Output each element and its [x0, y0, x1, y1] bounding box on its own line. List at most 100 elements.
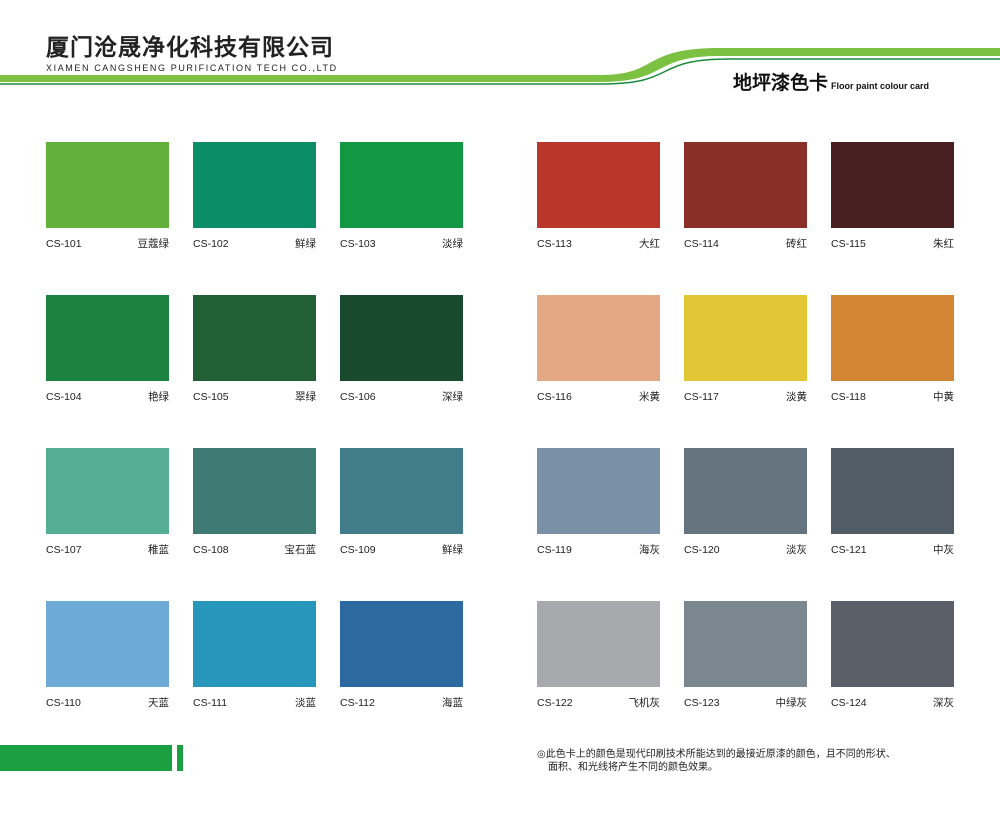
swatch-code: CS-103 — [340, 238, 376, 250]
swatch-name: 中绿灰 — [775, 697, 808, 709]
header-wave-decoration — [0, 48, 1000, 85]
company-name-en: XIAMEN CANGSHENG PURIFICATION TECH CO.,L… — [46, 63, 338, 73]
swatch: CS-114 砖红 — [684, 142, 807, 251]
swatch-label: CS-115 朱红 — [831, 238, 954, 251]
swatch-label: CS-101 豆蔻绿 — [46, 238, 169, 251]
swatch: CS-107 稚蓝 — [46, 448, 169, 557]
swatch-name: 中灰 — [933, 544, 954, 556]
swatch-color — [340, 142, 463, 228]
swatch-color — [46, 601, 169, 687]
swatch: CS-108 宝石蓝 — [193, 448, 316, 557]
swatch-code: CS-113 — [537, 238, 572, 250]
swatch-label: CS-112 海蓝 — [340, 697, 463, 710]
swatch-name: 豆蔻绿 — [137, 238, 170, 250]
swatch-label: CS-116 米黄 — [537, 391, 660, 404]
swatch-code: CS-110 — [46, 697, 81, 709]
swatch: CS-110 天蓝 — [46, 601, 169, 710]
swatch-label: CS-121 中灰 — [831, 544, 954, 557]
swatch-code: CS-116 — [537, 391, 572, 403]
swatch-code: CS-114 — [684, 238, 719, 250]
swatch: CS-113 大红 — [537, 142, 660, 251]
swatch: CS-119 海灰 — [537, 448, 660, 557]
swatch-name: 翠绿 — [295, 391, 316, 403]
swatch-name: 艳绿 — [148, 391, 169, 403]
company-header: 厦门沧晟净化科技有限公司 XIAMEN CANGSHENG PURIFICATI… — [46, 34, 338, 74]
footer-note: ◎此色卡上的颜色是现代印刷技术所能达到的最接近原漆的颜色，且不同的形状、 面积、… — [537, 748, 987, 774]
swatch-color — [831, 601, 954, 687]
swatch-name: 米黄 — [639, 391, 660, 403]
swatch-code: CS-122 — [537, 697, 573, 709]
swatch-code: CS-111 — [193, 697, 228, 709]
swatch: CS-123 中绿灰 — [684, 601, 807, 710]
swatch-code: CS-115 — [831, 238, 866, 250]
swatch-color — [193, 448, 316, 534]
swatch-code: CS-106 — [340, 391, 376, 403]
swatch-color — [537, 295, 660, 381]
swatch-name: 鲜绿 — [442, 544, 463, 556]
swatch: CS-109 鲜绿 — [340, 448, 463, 557]
swatch-code: CS-109 — [340, 544, 376, 556]
swatch-code: CS-119 — [537, 544, 572, 556]
swatch-color — [46, 142, 169, 228]
swatch: CS-104 艳绿 — [46, 295, 169, 404]
footer-note-line1: ◎此色卡上的颜色是现代印刷技术所能达到的最接近原漆的颜色，且不同的形状、 — [537, 749, 896, 760]
swatch-label: CS-119 海灰 — [537, 544, 660, 557]
swatch-code: CS-112 — [340, 697, 375, 709]
swatch-label: CS-118 中黄 — [831, 391, 954, 404]
swatch-name: 朱红 — [933, 238, 954, 250]
swatch: CS-124 深灰 — [831, 601, 954, 710]
swatch-code: CS-121 — [831, 544, 867, 556]
swatch-color — [340, 295, 463, 381]
swatch: CS-111 淡蓝 — [193, 601, 316, 710]
footer-note-line2: 面积、和光线将产生不同的颜色效果。 — [548, 762, 718, 773]
swatch-name: 飞机灰 — [628, 697, 661, 709]
swatch-name: 稚蓝 — [148, 544, 169, 556]
card-title-cn: 地坪漆色卡 — [733, 73, 829, 94]
swatch-name: 宝石蓝 — [284, 544, 317, 556]
swatch-color — [684, 448, 807, 534]
swatch-name: 淡灰 — [786, 544, 807, 556]
swatch: CS-115 朱红 — [831, 142, 954, 251]
swatch-label: CS-103 淡绿 — [340, 238, 463, 251]
swatch-code: CS-108 — [193, 544, 229, 556]
swatch-name: 深绿 — [442, 391, 463, 403]
swatch-name: 淡绿 — [442, 238, 463, 250]
swatch-code: CS-104 — [46, 391, 82, 403]
footer-green-bar — [0, 745, 172, 771]
swatch-name: 大红 — [639, 238, 660, 250]
swatch: CS-116 米黄 — [537, 295, 660, 404]
swatch: CS-105 翠绿 — [193, 295, 316, 404]
swatch-label: CS-109 鲜绿 — [340, 544, 463, 557]
swatch-color — [193, 295, 316, 381]
swatch: CS-106 深绿 — [340, 295, 463, 404]
swatch-color — [537, 142, 660, 228]
swatch-code: CS-117 — [684, 391, 719, 403]
swatch-color — [831, 448, 954, 534]
swatch-label: CS-108 宝石蓝 — [193, 544, 316, 557]
swatch-color — [831, 142, 954, 228]
swatch: CS-117 淡黄 — [684, 295, 807, 404]
swatch-color — [684, 601, 807, 687]
swatch-color — [340, 448, 463, 534]
footer-green-bar-small — [177, 745, 183, 771]
swatch-color — [537, 601, 660, 687]
swatch-name: 深灰 — [933, 697, 954, 709]
swatch: CS-102 鲜绿 — [193, 142, 316, 251]
swatch-code: CS-118 — [831, 391, 866, 403]
card-title: 地坪漆色卡 Floor paint colour card — [733, 72, 929, 95]
swatch-label: CS-110 天蓝 — [46, 697, 169, 710]
swatch-code: CS-123 — [684, 697, 720, 709]
swatch-name: 鲜绿 — [295, 238, 316, 250]
swatch: CS-122 飞机灰 — [537, 601, 660, 710]
swatch-label: CS-105 翠绿 — [193, 391, 316, 404]
swatch-label: CS-102 鲜绿 — [193, 238, 316, 251]
swatch-name: 砖红 — [786, 238, 807, 250]
swatch-color — [340, 601, 463, 687]
swatch-code: CS-107 — [46, 544, 82, 556]
swatch-label: CS-120 淡灰 — [684, 544, 807, 557]
swatch-label: CS-123 中绿灰 — [684, 697, 807, 710]
swatch-name: 天蓝 — [148, 697, 169, 709]
swatch-color — [193, 142, 316, 228]
swatch-code: CS-124 — [831, 697, 867, 709]
swatch-name: 海蓝 — [442, 697, 463, 709]
